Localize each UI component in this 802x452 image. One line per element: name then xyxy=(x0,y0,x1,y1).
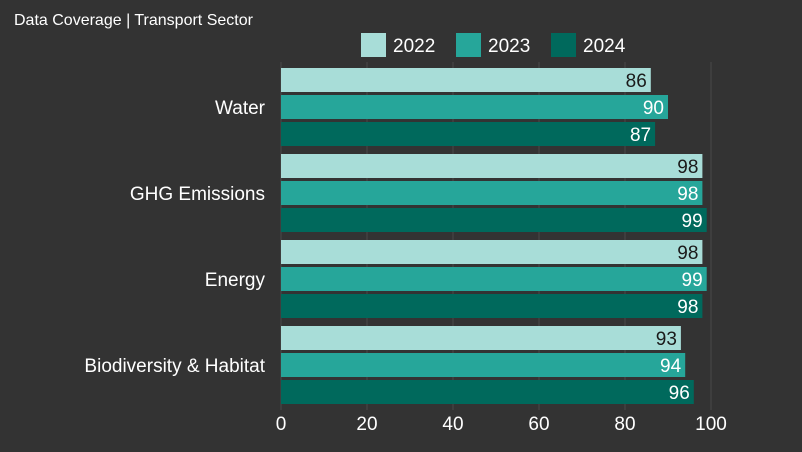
data-label-water-2022: 86 xyxy=(626,71,647,92)
legend-label-2022: 2022 xyxy=(393,36,435,57)
data-label-biodiversity-habitat-2023: 94 xyxy=(660,356,682,377)
x-tick-label-80: 80 xyxy=(614,414,635,435)
x-tick-label-60: 60 xyxy=(528,414,549,435)
category-labels: Water GHG Emissions Energy Biodiversity & H… xyxy=(84,98,265,377)
bar-water-2024 xyxy=(281,122,656,146)
x-tick-label-20: 20 xyxy=(356,414,377,435)
data-label-biodiversity-habitat-2022: 93 xyxy=(656,329,677,350)
data-label-energy-2024: 98 xyxy=(677,297,698,318)
chart-title: Data Coverage | Transport Sector xyxy=(14,12,254,29)
grid xyxy=(280,62,712,410)
data-label-biodiversity-habitat-2024: 96 xyxy=(669,383,690,404)
x-tick-label-0: 0 xyxy=(276,414,287,435)
category-label-water: Water xyxy=(215,98,266,119)
legend-label-2024: 2024 xyxy=(583,36,626,57)
bar-water-2022 xyxy=(281,68,651,92)
data-label-water-2024: 87 xyxy=(630,125,651,146)
data-label-water-2023: 90 xyxy=(643,98,664,119)
bar-ghg-emissions-2023 xyxy=(281,181,703,205)
legend-swatch-2022 xyxy=(361,33,386,57)
bar-biodiversity-habitat-2024 xyxy=(281,380,694,404)
bar-energy-2024 xyxy=(281,294,703,318)
bar-biodiversity-habitat-2022 xyxy=(281,326,681,350)
x-tick-label-100: 100 xyxy=(695,414,727,435)
legend-swatch-2023 xyxy=(456,33,481,57)
bar-energy-2022 xyxy=(281,240,703,264)
x-tick-label-40: 40 xyxy=(442,414,463,435)
legend: 2022 2023 2024 xyxy=(361,33,626,57)
category-label-energy: Energy xyxy=(205,270,266,291)
category-label-biodiversity-habitat: Biodiversity & Habitat xyxy=(84,356,265,377)
data-label-ghg-emissions-2022: 98 xyxy=(677,157,698,178)
legend-label-2023: 2023 xyxy=(488,36,530,57)
category-label-ghg-emissions: GHG Emissions xyxy=(130,184,265,205)
bar-biodiversity-habitat-2023 xyxy=(281,353,686,377)
data-label-ghg-emissions-2023: 98 xyxy=(677,184,698,205)
bar-ghg-emissions-2024 xyxy=(281,208,707,232)
legend-swatch-2024 xyxy=(551,33,576,57)
bar-ghg-emissions-2022 xyxy=(281,154,703,178)
data-label-energy-2023: 99 xyxy=(682,270,703,291)
bar-energy-2023 xyxy=(281,267,707,291)
data-label-energy-2022: 98 xyxy=(677,243,698,264)
bar-water-2023 xyxy=(281,95,668,119)
data-label-ghg-emissions-2024: 99 xyxy=(682,211,703,232)
x-axis-ticks: 0 20 40 60 80 100 xyxy=(276,414,727,435)
